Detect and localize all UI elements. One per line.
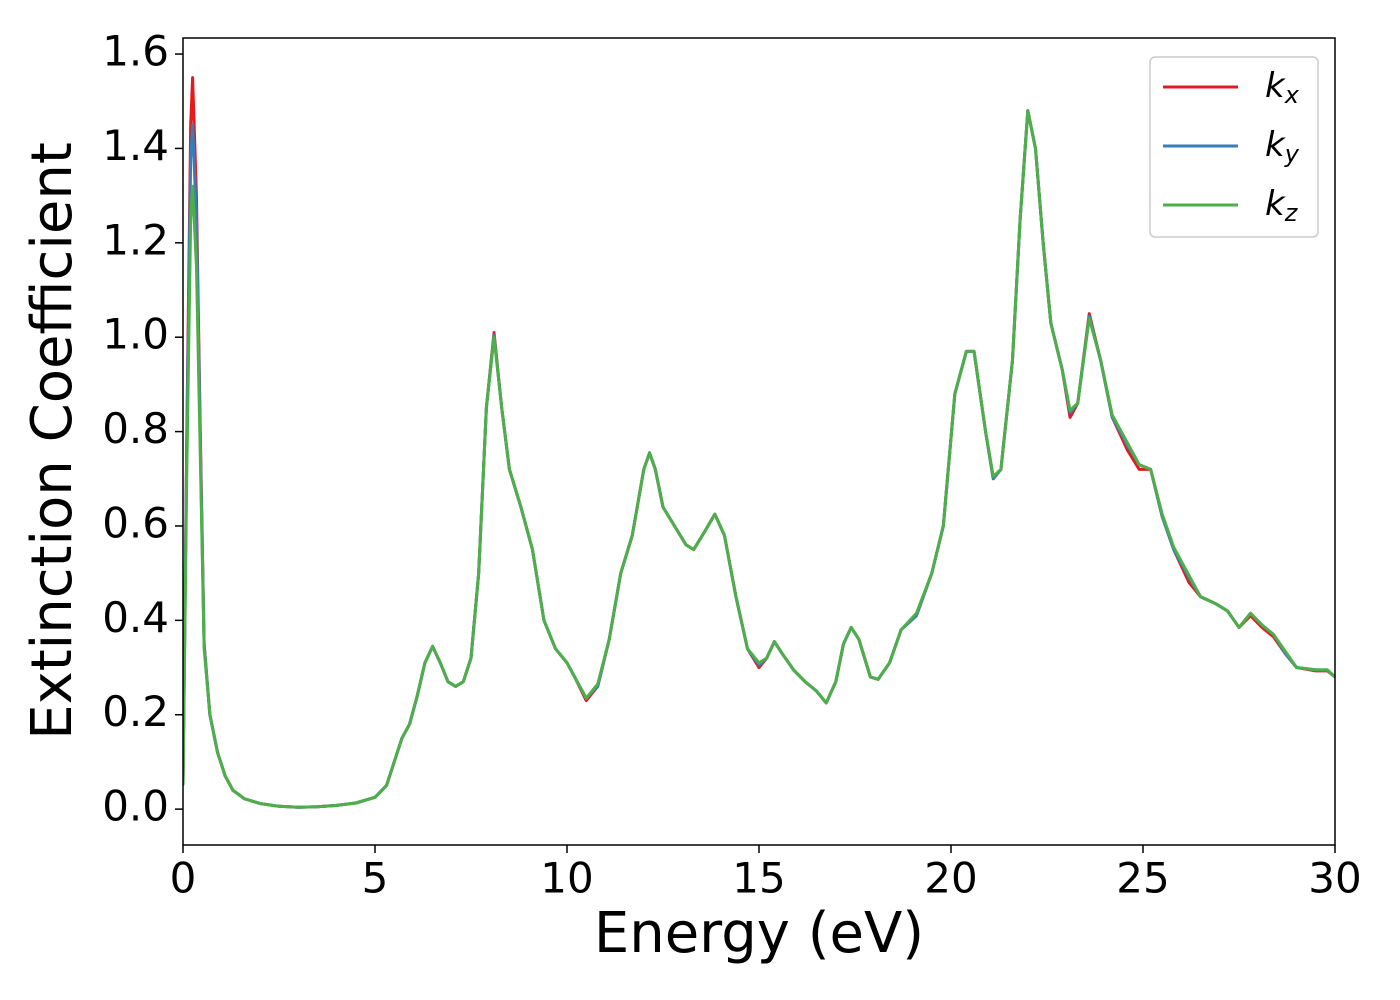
legend-label: kz [1265,184,1299,228]
y-tick-label: 0.2 [102,687,169,736]
y-tick-label: 0.6 [102,498,169,547]
legend-label: ky [1265,125,1300,169]
x-axis-label: Energy (eV) [594,901,924,966]
legend-label: kx [1265,66,1300,110]
y-tick-label: 1.0 [102,310,169,359]
x-tick-label: 5 [362,854,389,903]
y-tick-label: 1.2 [102,215,169,264]
x-tick-label: 30 [1308,854,1361,903]
y-axis-label: Extinction Coefficient [20,142,85,740]
x-tick-label: 25 [1116,854,1169,903]
y-tick-label: 1.6 [102,27,169,76]
y-tick-label: 0.8 [102,404,169,453]
x-tick-label: 0 [170,854,197,903]
plot-frame [182,37,1336,846]
y-tick-label: 1.4 [102,121,169,170]
x-tick-label: 15 [732,854,785,903]
x-tick-label: 10 [540,854,593,903]
data-line [183,109,1335,809]
y-tick-label: 0.0 [102,782,169,831]
x-tick-label: 20 [924,854,977,903]
y-tick-label: 0.4 [102,593,169,642]
